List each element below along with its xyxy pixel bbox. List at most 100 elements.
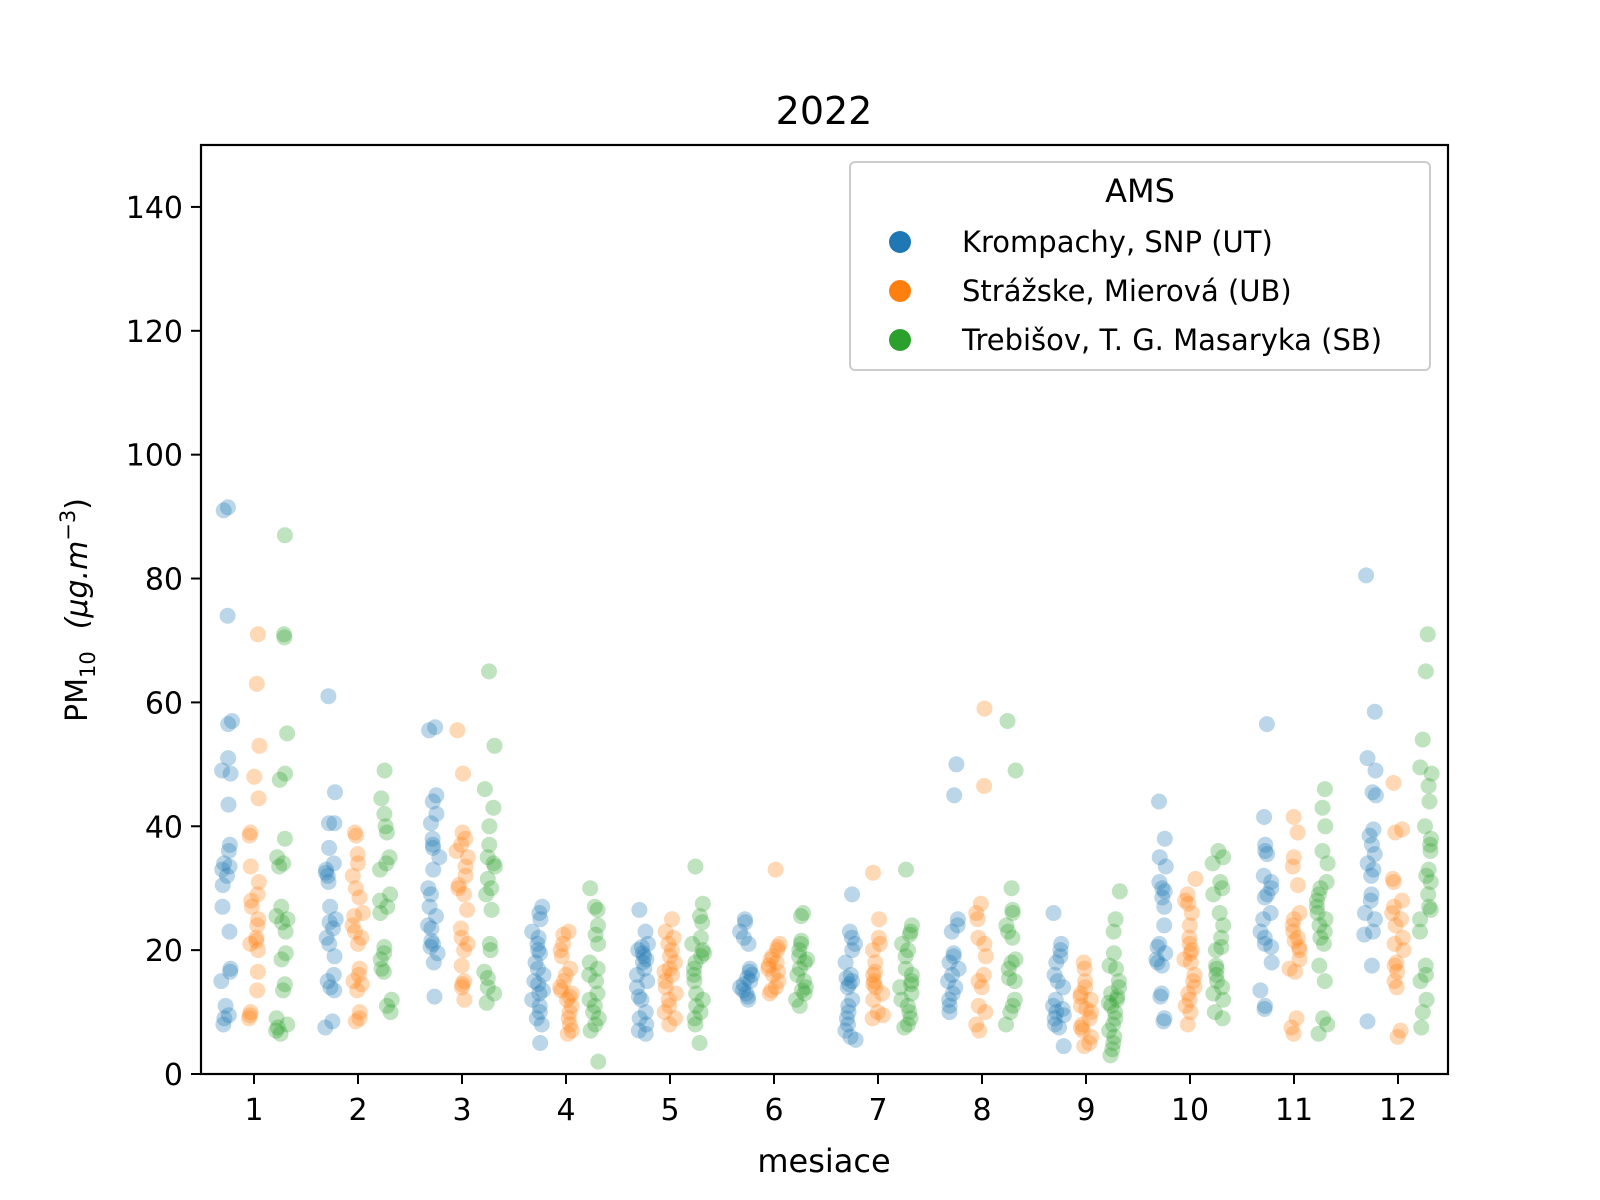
data-point [372, 861, 389, 878]
data-point [552, 942, 569, 959]
data-point [1100, 994, 1117, 1011]
data-point [425, 861, 442, 878]
data-point [694, 914, 711, 931]
data-point [271, 858, 288, 875]
data-point [276, 830, 293, 847]
data-point [735, 982, 752, 999]
data-point [351, 960, 368, 977]
data-point [1257, 836, 1274, 853]
data-point [353, 929, 370, 946]
data-point [321, 935, 338, 952]
data-point [344, 867, 361, 884]
data-point [1046, 966, 1063, 983]
data-point [1252, 923, 1269, 940]
x-tick-label: 1 [244, 1093, 263, 1128]
data-point [1311, 917, 1328, 934]
data-point [687, 1016, 704, 1033]
data-point [1413, 1019, 1430, 1036]
data-point [347, 923, 363, 940]
data-point [1284, 917, 1301, 934]
data-point [376, 939, 393, 955]
data-point [1213, 929, 1230, 946]
data-point [249, 626, 266, 643]
data-point [1364, 923, 1381, 940]
data-point [214, 762, 231, 779]
data-point [242, 824, 259, 841]
data-point [694, 991, 711, 1008]
data-point [840, 997, 857, 1014]
data-point [662, 948, 678, 965]
data-point [423, 886, 439, 903]
data-point [1215, 917, 1232, 934]
data-point [973, 979, 990, 996]
data-point [740, 991, 757, 1008]
data-point [276, 976, 293, 993]
data-point [248, 932, 265, 949]
data-point [1214, 979, 1231, 996]
data-point [767, 861, 784, 878]
data-point [215, 502, 232, 519]
data-point [1047, 1016, 1063, 1033]
data-point [665, 929, 682, 946]
data-point [842, 966, 859, 983]
data-point [421, 722, 438, 739]
data-point [379, 898, 396, 915]
data-point [1417, 818, 1433, 835]
data-point [765, 966, 781, 983]
data-point [1182, 945, 1199, 962]
data-point [1156, 1010, 1173, 1027]
data-point [585, 1004, 601, 1021]
data-point [274, 914, 291, 931]
data-point [448, 843, 465, 859]
data-point [865, 864, 881, 881]
data-point [1002, 1004, 1019, 1021]
data-point [631, 1010, 648, 1027]
data-point [1412, 923, 1428, 940]
data-point [1255, 911, 1272, 928]
data-point [382, 1004, 399, 1021]
legend-marker [889, 231, 911, 253]
data-point [220, 1007, 237, 1024]
data-point [1316, 973, 1333, 990]
data-point [1108, 960, 1125, 977]
data-point [241, 1007, 258, 1024]
data-point [1388, 954, 1405, 971]
data-point [557, 966, 574, 983]
data-point [1366, 911, 1383, 928]
data-point [1291, 939, 1307, 955]
data-point [660, 935, 677, 952]
data-point [770, 963, 787, 980]
data-point [864, 1010, 881, 1027]
y-axis-label: PM10 (μg.m−3) [56, 498, 100, 722]
data-point [903, 917, 920, 934]
data-point [563, 1022, 580, 1039]
data-point [1072, 1019, 1089, 1036]
data-point [1284, 858, 1301, 875]
data-point [874, 985, 891, 1002]
data-point [1000, 960, 1017, 977]
data-point [1363, 886, 1380, 903]
x-tick-label: 9 [1076, 1093, 1095, 1128]
data-point [1106, 1028, 1123, 1045]
data-point [1281, 960, 1298, 977]
data-point [692, 1004, 709, 1021]
data-point [941, 997, 958, 1014]
data-point [1153, 985, 1170, 1002]
data-point [250, 874, 267, 890]
data-point [844, 973, 861, 990]
data-point [630, 988, 647, 1005]
data-point [382, 886, 399, 903]
data-point [1256, 935, 1273, 952]
data-point [844, 886, 861, 903]
legend: AMS Krompachy, SNP (UT) Strážske, Mierová… [849, 161, 1431, 371]
data-point [1109, 991, 1125, 1008]
data-point [1055, 1007, 1072, 1024]
data-point [242, 1004, 259, 1021]
data-point [560, 923, 577, 940]
data-point [588, 973, 604, 990]
data-point [844, 991, 861, 1008]
data-point [1206, 1004, 1223, 1021]
data-point [1007, 762, 1024, 779]
data-point [837, 1022, 854, 1039]
